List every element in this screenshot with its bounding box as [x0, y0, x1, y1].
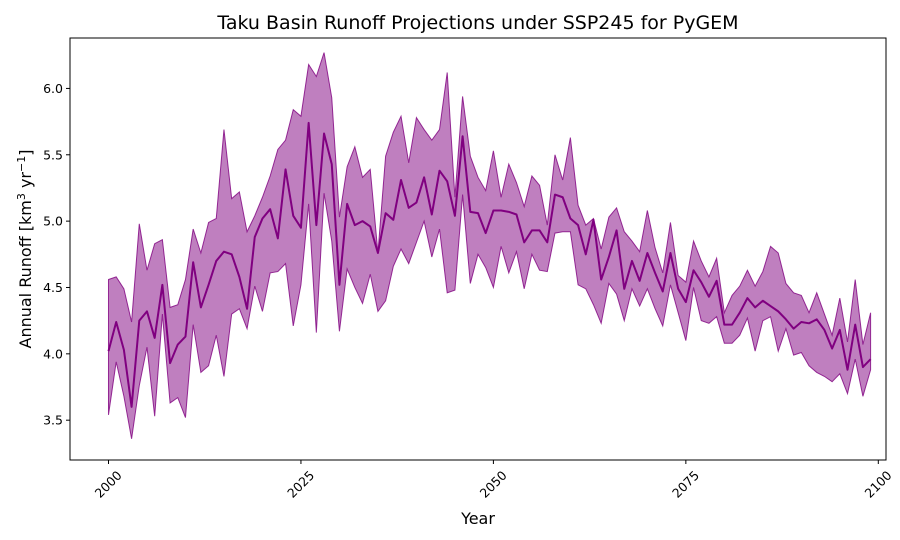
x-axis-title: Year	[460, 509, 495, 528]
plot-area	[107, 52, 872, 439]
chart-title: Taku Basin Runoff Projections under SSP2…	[216, 12, 738, 34]
y-tick-label: 3.5	[43, 413, 63, 428]
y-axis-ticks: 3.5 4.0 4.5 5.0 5.5 6.0	[43, 81, 70, 428]
mean-runoff-line	[107, 121, 872, 408]
y-tick-label: 6.0	[43, 81, 63, 96]
uncertainty-band	[107, 52, 872, 439]
y-tick-label: 5.5	[43, 147, 63, 162]
y-tick-label: 5.0	[43, 214, 63, 229]
plot-frame	[69, 37, 887, 461]
y-tick-label: 4.5	[43, 280, 63, 295]
y-axis-title: Annual Runoff [km3 yr−1]	[15, 150, 35, 349]
y-tick-label: 4.0	[43, 346, 63, 361]
